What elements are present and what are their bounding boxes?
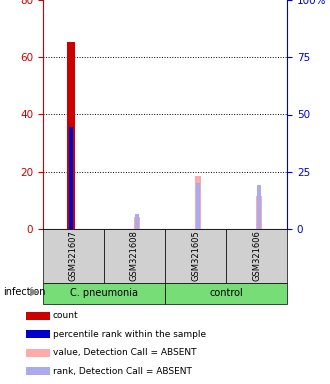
Text: GSM321607: GSM321607 [69, 230, 78, 281]
Bar [69, 127, 73, 229]
Bar [195, 176, 201, 229]
Bar [196, 183, 200, 229]
Bar [26, 367, 50, 375]
Bar [67, 41, 75, 229]
Text: ▶: ▶ [30, 286, 39, 296]
Text: GSM321605: GSM321605 [191, 231, 200, 281]
Bar [226, 229, 287, 283]
Bar [26, 330, 50, 338]
Text: rank, Detection Call = ABSENT: rank, Detection Call = ABSENT [53, 367, 192, 376]
Text: percentile rank within the sample: percentile rank within the sample [53, 330, 206, 339]
Bar [165, 283, 287, 304]
Text: C. pneumonia: C. pneumonia [70, 288, 138, 298]
Bar [165, 229, 226, 283]
Bar [43, 229, 104, 283]
Text: control: control [209, 288, 243, 298]
Bar [26, 349, 50, 357]
Text: count: count [53, 311, 79, 321]
Bar [256, 196, 262, 229]
Bar [135, 214, 139, 229]
Bar [104, 229, 165, 283]
Bar [26, 312, 50, 320]
Text: GSM321606: GSM321606 [252, 230, 261, 281]
Text: infection: infection [3, 286, 46, 296]
Bar [134, 217, 140, 229]
Bar [257, 185, 261, 229]
Text: GSM321608: GSM321608 [130, 230, 139, 281]
Text: value, Detection Call = ABSENT: value, Detection Call = ABSENT [53, 348, 196, 357]
Bar [43, 283, 165, 304]
